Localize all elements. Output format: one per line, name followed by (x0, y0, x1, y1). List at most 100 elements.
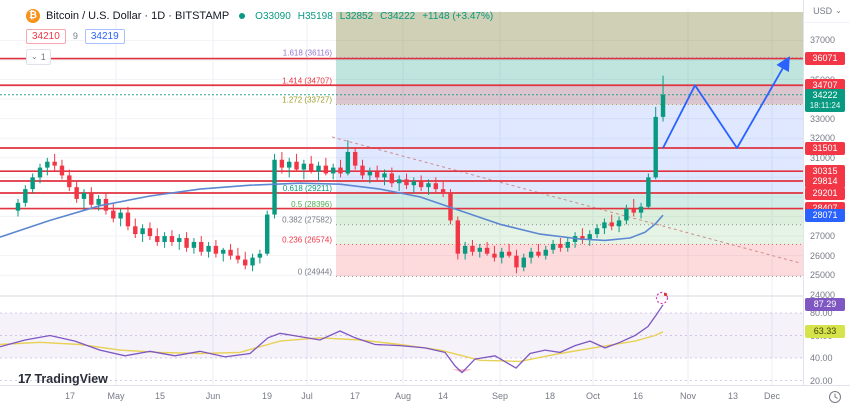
currency-dropdown[interactable]: USD ⌄ (804, 0, 850, 23)
candle-body (543, 249, 548, 256)
fib-label: 1.618 (36116) (283, 49, 333, 58)
symbol-title[interactable]: Bitcoin / U.S. Dollar · 1D · BITSTAMP (46, 10, 230, 22)
fib-label: 0.5 (28396) (291, 200, 332, 209)
price-axis[interactable]: USD ⌄ 3700035000330003200031000300002900… (803, 0, 850, 386)
candle-body (235, 255, 241, 260)
fib-label: 0.618 (29211) (283, 184, 333, 193)
candle-body (506, 251, 512, 256)
chip-price: 29814 (812, 175, 838, 186)
time-axis-month-label: Sep (491, 391, 509, 401)
candle-body (125, 212, 131, 227)
fib-band (336, 208, 803, 225)
candle-body (96, 198, 101, 205)
chart-legend: ₿ Bitcoin / U.S. Dollar · 1D · BITSTAMP … (26, 8, 493, 65)
clock-icon[interactable] (828, 390, 842, 404)
candle-body (536, 251, 541, 256)
chip-price: 31501 (812, 142, 838, 153)
candle-body (492, 253, 497, 258)
price-label-chip: 29814 (805, 174, 845, 188)
fib-label: 1.272 (33727) (282, 95, 332, 104)
candle-body (206, 245, 211, 252)
candle-body (389, 173, 395, 184)
chip-price: 36071 (812, 53, 838, 64)
time-axis[interactable]: 17 May 15 Jun 19 Jul 17 Aug 14 Sep 18 Oct 16 Nov 13 Dec (0, 385, 850, 408)
fib-label: 1.414 (34707) (282, 76, 332, 85)
candle-body (257, 253, 263, 258)
rsi-line[interactable] (0, 304, 664, 374)
candle-body (352, 151, 358, 166)
candle-body (177, 238, 182, 242)
candle-body (162, 236, 167, 242)
tradingview-logo-text: TradingView (34, 371, 108, 386)
candle-body (89, 193, 94, 205)
price-projection-drawing[interactable] (662, 56, 790, 149)
candle-body (631, 208, 636, 213)
candle-body (418, 181, 424, 188)
candle-body (147, 228, 153, 237)
price-axis-label: 31000 (810, 152, 836, 163)
indicator-count: 1 (40, 52, 46, 62)
candle-body (287, 161, 292, 168)
price-label-chip: 36071 (805, 52, 845, 66)
candle-body (155, 236, 160, 242)
chevron-down-icon: ⌄ (31, 52, 38, 61)
fib-label: 0 (24944) (298, 267, 333, 276)
tradingview-logo[interactable]: 17 TradingView (18, 371, 108, 386)
candle-body (528, 251, 534, 258)
time-axis-day-label: 13 (727, 391, 739, 401)
bitcoin-logo-icon: ₿ (26, 9, 40, 23)
chip-price: 34707 (812, 79, 838, 90)
price-axis-label: 27000 (810, 231, 836, 242)
candle-body (338, 167, 343, 174)
candle-body (140, 228, 145, 235)
candle-body (330, 167, 336, 174)
time-axis-month-label: Oct (585, 391, 601, 401)
sell-button[interactable]: 34210 (26, 28, 66, 44)
candle-body (558, 243, 563, 248)
candle-body (309, 163, 314, 172)
candle-body (514, 255, 519, 268)
fib-band (336, 244, 803, 277)
time-axis-month-label: Dec (763, 391, 781, 401)
price-label-chip: 31501 (805, 141, 845, 155)
candle-body (462, 245, 468, 254)
candle-body (609, 222, 614, 227)
price-axis-label: 24000 (810, 289, 836, 300)
candle-body (367, 171, 373, 176)
alert-marker-icon[interactable] (655, 291, 669, 305)
candle-body (624, 208, 629, 221)
chip-price: 34222 (812, 89, 838, 100)
time-axis-month-label: Nov (679, 391, 697, 401)
chip-price: 28407 (812, 203, 837, 213)
chip-price: 30315 (812, 165, 838, 176)
candle-body (213, 245, 219, 254)
time-axis-day-label: 17 (349, 391, 361, 401)
time-axis-day-label: 19 (261, 391, 273, 401)
candle-body (382, 173, 387, 178)
candle-body (74, 187, 79, 199)
rsi-value-chip: 87.29 (805, 298, 845, 312)
candle-body (653, 116, 658, 178)
trendline[interactable] (331, 136, 801, 264)
price-label-chip: 30315 (805, 164, 845, 178)
candle-body (30, 177, 35, 190)
candle-body (565, 241, 570, 248)
price-label-chip: 34222 18:11:24 (805, 88, 845, 112)
candle-body (279, 159, 285, 168)
candle-body (184, 238, 189, 248)
candle-body (550, 243, 556, 250)
candle-body (59, 165, 65, 176)
buy-button[interactable]: 34219 (84, 28, 125, 44)
indicator-legend-collapse-button[interactable]: ⌄ 1 (26, 49, 51, 65)
moving-average-line[interactable] (0, 182, 664, 242)
candle-body (602, 222, 607, 229)
currency-label: USD (813, 6, 833, 16)
candle-body (294, 161, 299, 170)
candle-body (15, 202, 21, 211)
fib-band (336, 224, 803, 245)
candle-body (345, 151, 351, 174)
candle-body (23, 189, 28, 203)
ohlc-low: L32852 (339, 10, 374, 22)
